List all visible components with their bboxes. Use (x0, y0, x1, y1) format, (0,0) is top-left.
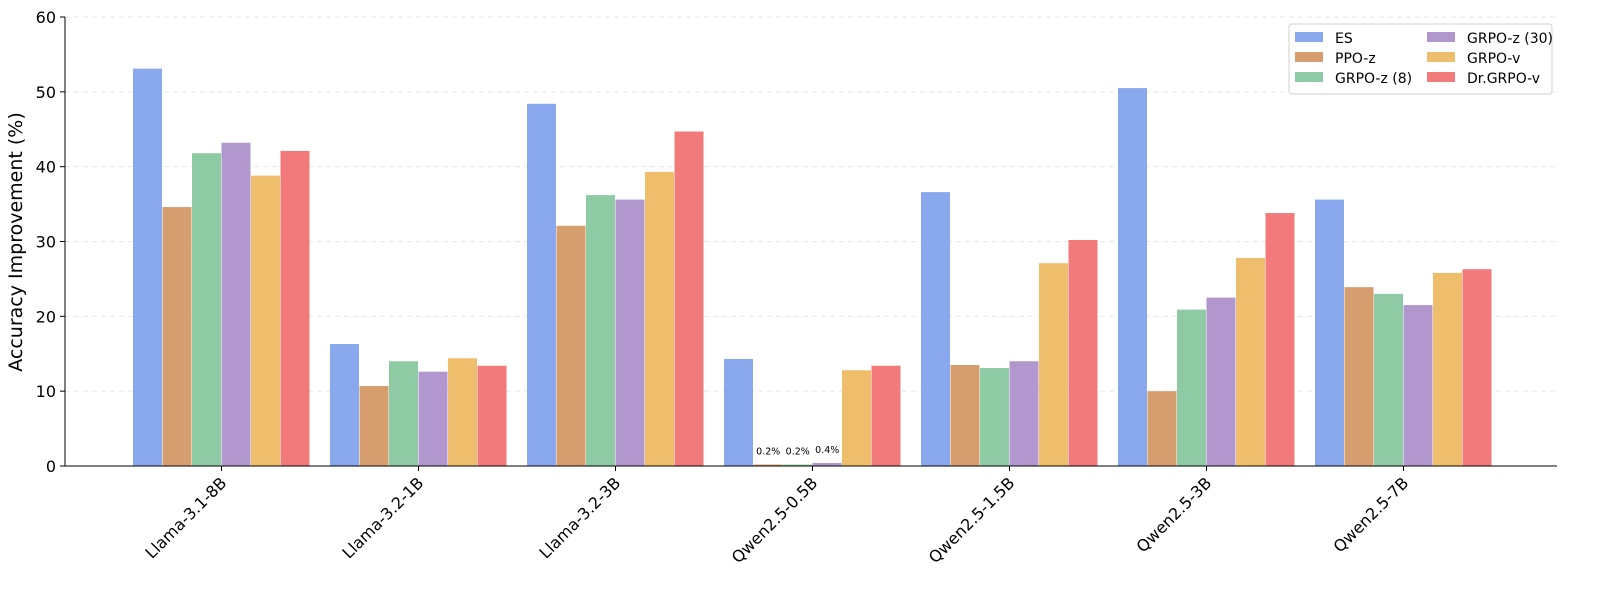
bar (980, 367, 1009, 466)
legend-swatch (1427, 52, 1455, 62)
bar (556, 225, 586, 466)
y-tick-label: 40 (36, 158, 56, 177)
bar (1039, 263, 1068, 466)
annotations: 0.2% 0.2% 0.4% (756, 445, 839, 457)
bar (418, 371, 448, 466)
legend-swatch (1295, 32, 1323, 42)
y-tick-label: 50 (36, 83, 56, 102)
bar (251, 175, 280, 466)
bar (133, 68, 162, 466)
legend-swatch (1427, 72, 1455, 82)
y-tick-label: 10 (36, 382, 56, 401)
x-tick-label: Llama-3.2-1B (338, 473, 427, 562)
bar (477, 365, 507, 466)
bar (1374, 293, 1403, 466)
legend-label: GRPO-z (8) (1335, 71, 1412, 87)
bar (527, 103, 556, 466)
legend-swatch (1427, 32, 1455, 42)
legend-label: PPO-z (1335, 51, 1376, 67)
bar (615, 199, 645, 467)
bar (1315, 199, 1344, 467)
y-tick-label: 60 (36, 8, 56, 27)
x-tick-label: Qwen2.5-0.5B (728, 473, 822, 567)
bar (1403, 305, 1433, 466)
bar (1118, 88, 1147, 466)
bar (1265, 213, 1295, 466)
legend: ES PPO-z GRPO-z (8) GRPO-z (30) GRPO-v Dr.GRP… (1288, 23, 1553, 95)
bar (1177, 309, 1206, 466)
bar (674, 131, 704, 466)
bar (645, 171, 674, 466)
bar (1068, 240, 1098, 466)
y-tick-label: 30 (36, 233, 56, 252)
bar (1009, 361, 1039, 466)
bar (1236, 257, 1265, 466)
bar (221, 142, 251, 466)
x-tick-label: Qwen2.5-3B (1133, 473, 1216, 556)
bar (586, 195, 615, 466)
bars (133, 68, 1492, 467)
bar (753, 464, 783, 466)
y-tick-label: 20 (36, 307, 56, 326)
legend-label: Dr.GRPO-v (1467, 71, 1540, 87)
bar (280, 150, 310, 466)
bar (950, 364, 980, 466)
bar (162, 207, 192, 466)
x-tick-label: Qwen2.5-1.5B (925, 473, 1019, 567)
bar-annotation: 0.2% (786, 447, 810, 458)
bar (1147, 391, 1177, 466)
bar (1462, 269, 1492, 466)
legend-label: ES (1335, 31, 1353, 47)
legend-swatch (1295, 52, 1323, 62)
bar (812, 463, 842, 466)
bar (842, 370, 871, 466)
legend-swatch (1295, 72, 1323, 82)
legend-box (1288, 23, 1553, 95)
x-tick-label: Qwen2.5-7B (1330, 473, 1413, 556)
bar (330, 344, 359, 466)
bar-annotation: 0.4% (815, 445, 839, 456)
bar (724, 358, 753, 466)
bar (1206, 297, 1236, 466)
bar (389, 361, 418, 466)
bar (871, 365, 901, 466)
x-tick-label: Llama-3.1-8B (141, 473, 230, 562)
bar (1433, 272, 1462, 466)
legend-label: GRPO-v (1467, 51, 1520, 67)
bar (192, 153, 221, 467)
y-tick-label: 0 (46, 457, 56, 476)
bar (359, 385, 389, 466)
bar (783, 464, 812, 466)
bar (448, 358, 477, 466)
bar (921, 192, 950, 467)
legend-label: GRPO-z (30) (1467, 31, 1553, 47)
bar-annotation: 0.2% (756, 447, 780, 458)
x-tick-label: Llama-3.2-3B (535, 473, 624, 562)
y-axis-label: Accuracy Improvement (%) (5, 112, 27, 372)
bar (1344, 287, 1374, 466)
